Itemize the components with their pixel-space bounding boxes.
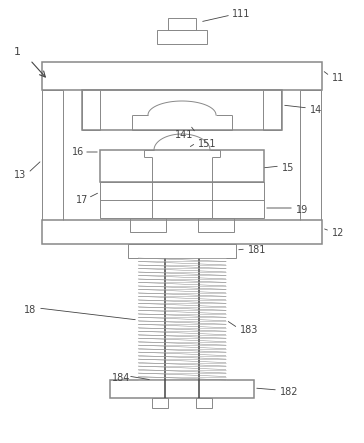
Bar [157,30,207,44]
Text: 181: 181 [248,245,266,255]
Bar [198,218,234,232]
Text: 111: 111 [232,9,250,19]
Text: 11: 11 [332,73,344,83]
Text: 13: 13 [14,170,26,180]
Bar [128,244,236,258]
Text: 18: 18 [24,305,36,315]
Text: 182: 182 [280,387,298,397]
Text: 184: 184 [112,373,130,383]
Text: 14: 14 [310,105,322,115]
Bar [130,218,166,232]
Bar [110,380,254,398]
Bar [196,398,212,408]
Text: 16: 16 [72,147,84,157]
Text: 19: 19 [296,205,308,215]
Text: 15: 15 [282,163,294,173]
Bar [42,220,322,244]
Bar [100,150,264,182]
Text: 12: 12 [332,228,344,238]
Text: 151: 151 [198,139,217,149]
Text: 17: 17 [76,195,88,205]
Text: 141: 141 [175,130,193,140]
Text: 183: 183 [240,325,258,335]
Bar [168,18,196,30]
Bar [152,398,168,408]
Bar [42,62,322,90]
Text: 1: 1 [14,47,21,57]
Bar [100,182,264,218]
Bar [82,90,282,130]
